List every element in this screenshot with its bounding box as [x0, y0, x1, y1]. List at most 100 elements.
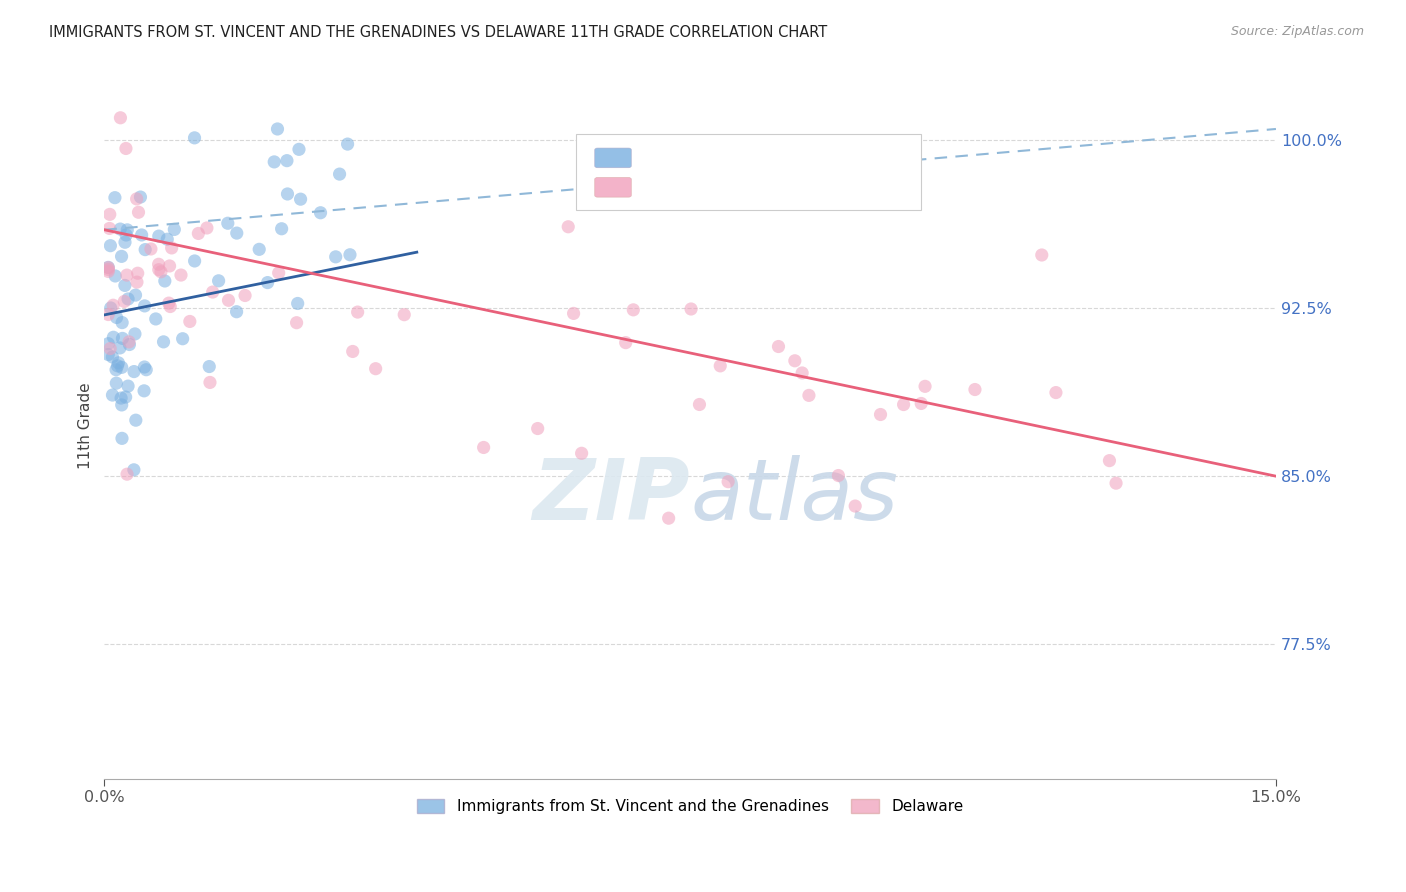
Point — [364, 361, 387, 376]
Point — [110, 249, 132, 263]
Point — [153, 274, 176, 288]
Point — [125, 413, 148, 427]
Point — [207, 274, 229, 288]
Point — [105, 310, 128, 325]
Point — [148, 262, 170, 277]
Point — [709, 359, 731, 373]
Point — [233, 288, 256, 302]
Point — [797, 388, 820, 402]
Point — [110, 222, 132, 236]
Point — [105, 376, 128, 391]
Point — [110, 391, 132, 405]
Point — [103, 330, 125, 344]
Point — [266, 122, 288, 136]
Point — [101, 350, 124, 364]
Point — [125, 192, 148, 206]
Point — [472, 441, 495, 455]
Point — [97, 347, 120, 361]
Point — [247, 243, 270, 257]
Point — [145, 312, 167, 326]
Point — [97, 260, 120, 275]
Point — [128, 205, 150, 219]
Point — [115, 227, 138, 242]
Point — [156, 232, 179, 246]
Point — [134, 359, 156, 374]
Point — [124, 288, 146, 302]
Point — [267, 266, 290, 280]
Point — [118, 337, 141, 351]
Point — [148, 257, 170, 271]
Point — [114, 390, 136, 404]
Point — [111, 331, 134, 345]
Point — [276, 153, 298, 168]
Point — [287, 296, 309, 310]
Point — [768, 339, 790, 353]
Point — [112, 294, 135, 309]
Point — [256, 276, 278, 290]
Point — [159, 300, 181, 314]
Point — [346, 305, 368, 319]
Point — [290, 192, 312, 206]
Point — [1098, 453, 1121, 467]
Text: R =  0.242   N = 73: R = 0.242 N = 73 — [640, 152, 830, 169]
Point — [111, 398, 134, 412]
Point — [179, 314, 201, 328]
Point — [125, 275, 148, 289]
Point — [198, 359, 221, 374]
Point — [325, 250, 347, 264]
Point — [681, 301, 703, 316]
Point — [329, 167, 352, 181]
Point — [101, 388, 124, 402]
Point — [910, 396, 932, 410]
Point — [111, 431, 134, 445]
Point — [115, 268, 138, 282]
Point — [157, 296, 180, 310]
Point — [114, 278, 136, 293]
Point — [122, 463, 145, 477]
Text: R = -0.294   N = 67: R = -0.294 N = 67 — [640, 181, 830, 199]
Point — [183, 254, 205, 268]
Point — [562, 306, 585, 320]
Point — [122, 365, 145, 379]
Legend: Immigrants from St. Vincent and the Grenadines, Delaware: Immigrants from St. Vincent and the Gren… — [411, 793, 970, 821]
Point — [111, 316, 134, 330]
Point — [98, 221, 121, 235]
Point — [101, 298, 124, 312]
Point — [717, 475, 740, 489]
Point — [218, 293, 240, 308]
Text: atlas: atlas — [690, 455, 898, 538]
Point — [100, 301, 122, 315]
Point — [187, 227, 209, 241]
Point — [105, 362, 128, 376]
Point — [97, 264, 120, 278]
Point — [163, 222, 186, 236]
Point — [107, 359, 129, 373]
Point — [98, 207, 121, 221]
Point — [104, 191, 127, 205]
Point — [170, 268, 193, 282]
Point — [783, 353, 806, 368]
Y-axis label: 11th Grade: 11th Grade — [79, 383, 93, 469]
Point — [135, 362, 157, 376]
Point — [288, 142, 311, 156]
Point — [285, 316, 308, 330]
Point — [526, 421, 548, 435]
Point — [963, 383, 986, 397]
Point — [131, 227, 153, 242]
Point — [621, 302, 644, 317]
Text: Source: ZipAtlas.com: Source: ZipAtlas.com — [1230, 25, 1364, 38]
Point — [1031, 248, 1053, 262]
Point — [342, 344, 364, 359]
Point — [844, 499, 866, 513]
Point — [309, 206, 332, 220]
Point — [217, 216, 239, 230]
Point — [124, 326, 146, 341]
Point — [339, 248, 361, 262]
Point — [195, 221, 218, 235]
Point — [276, 186, 298, 201]
Point — [893, 398, 915, 412]
Point — [98, 342, 121, 356]
Point — [97, 262, 120, 277]
Point — [198, 376, 221, 390]
Text: ZIP: ZIP — [533, 455, 690, 538]
